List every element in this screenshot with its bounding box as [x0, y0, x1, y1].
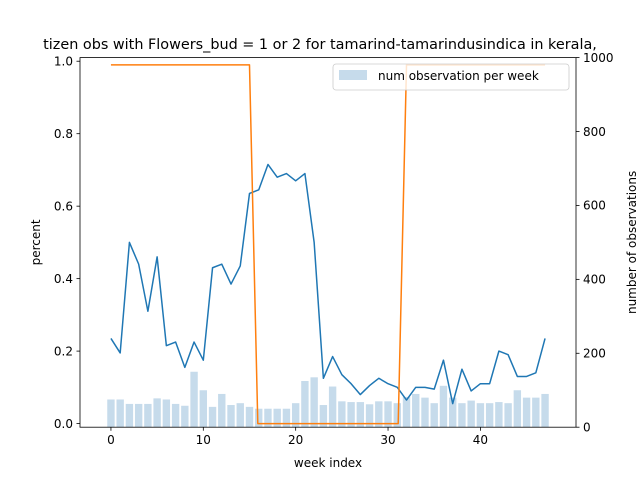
bar	[421, 397, 429, 428]
bar	[439, 385, 448, 428]
bar	[310, 377, 318, 428]
bar	[532, 397, 540, 428]
y-left-tick-label: 0.0	[54, 417, 73, 431]
bar	[264, 408, 272, 428]
bar	[375, 401, 383, 428]
y-right-tick-label: 0	[583, 421, 591, 435]
x-axis-label: week index	[294, 456, 362, 470]
bar	[448, 397, 457, 428]
bar	[384, 401, 392, 428]
legend-swatch	[339, 70, 367, 80]
bar	[522, 397, 531, 428]
bar	[199, 390, 208, 428]
bar	[365, 404, 374, 428]
bar	[301, 381, 309, 428]
y-left-tick-label: 0.4	[54, 272, 73, 286]
bar	[245, 406, 254, 428]
bar	[430, 403, 438, 428]
y-left-tick-label: 0.2	[54, 344, 73, 358]
x-tick-label: 20	[288, 433, 303, 447]
bar	[162, 399, 171, 428]
bar	[328, 386, 337, 428]
bar	[319, 405, 328, 428]
bar	[153, 398, 161, 428]
bar	[208, 406, 217, 428]
bar	[393, 403, 401, 428]
bars-layer	[107, 371, 549, 428]
legend-label: num observation per week	[378, 69, 539, 83]
bar	[291, 403, 300, 428]
bar	[125, 403, 134, 428]
chart-title: tizen obs with Flowers_bud = 1 or 2 for …	[43, 37, 597, 53]
bar	[218, 393, 226, 428]
legend: num observation per week	[332, 63, 570, 91]
bar	[282, 408, 291, 428]
bar	[412, 393, 420, 428]
y-right-tick-label: 200	[583, 347, 606, 361]
y-right-tick-label: 400	[583, 273, 606, 287]
x-tick-label: 30	[380, 433, 395, 447]
bar	[513, 390, 522, 428]
bar	[273, 408, 281, 428]
x-tick-label: 40	[473, 433, 488, 447]
bar	[190, 371, 198, 428]
threshold-series-line	[110, 64, 546, 425]
axes-layer: 0 10 20 30 40 0.0 0.2 0.4 0.6 0.8 1.0 0 200 400 600 800…	[54, 51, 614, 447]
y-axis-label-left: percent	[29, 219, 43, 265]
percent-series-line	[110, 163, 546, 405]
bar	[495, 402, 503, 428]
bar	[356, 402, 365, 428]
y-right-tick-label: 1000	[583, 51, 614, 65]
bar	[116, 399, 124, 428]
x-tick-label: 10	[196, 433, 211, 447]
y-left-tick-label: 1.0	[54, 55, 73, 69]
bar	[255, 408, 263, 428]
bar	[144, 403, 152, 428]
plot-frame	[79, 57, 577, 428]
lines-layer	[110, 64, 546, 425]
bar	[467, 400, 475, 428]
y-left-tick-label: 0.6	[54, 199, 73, 213]
bar	[476, 403, 485, 428]
bar	[504, 403, 512, 428]
y-axis-label-right: number of observations	[625, 171, 639, 314]
bar	[181, 405, 189, 428]
bar	[347, 402, 355, 428]
bar	[338, 401, 346, 428]
y-right-tick-label: 600	[583, 199, 606, 213]
bar	[227, 405, 235, 428]
legend-box	[332, 63, 570, 91]
bar	[236, 403, 244, 428]
bar	[171, 403, 180, 428]
bar	[458, 403, 466, 428]
bar	[541, 393, 549, 428]
y-right-tick-label: 800	[583, 125, 606, 139]
y-left-tick-label: 0.8	[54, 127, 73, 141]
bar	[134, 403, 143, 428]
bar	[485, 403, 494, 428]
bar	[107, 399, 115, 428]
bar	[402, 396, 411, 428]
x-tick-label: 0	[107, 433, 115, 447]
